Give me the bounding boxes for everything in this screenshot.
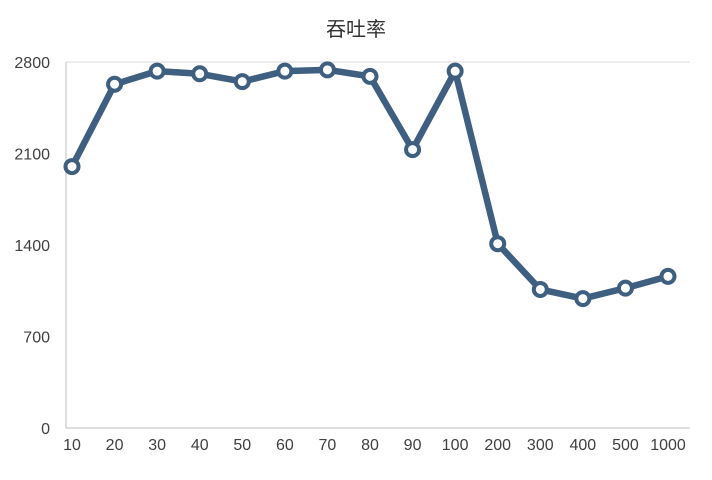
chart-line xyxy=(68,66,672,302)
x-axis-label: 90 xyxy=(404,437,422,454)
y-axis-label: 0 xyxy=(41,421,50,438)
chart-marker xyxy=(616,279,634,297)
plot-area: 0 700 1400 2100 2800 10 20 30 40 50 60 70 80 90 100 200… xyxy=(14,55,690,454)
chart-marker xyxy=(446,62,464,80)
y-axis-label: 2800 xyxy=(14,55,50,72)
x-axis-label: 20 xyxy=(106,437,124,454)
chart-marker xyxy=(361,67,379,85)
chart-marker xyxy=(63,158,81,176)
chart-marker xyxy=(531,280,549,298)
x-axis-label: 50 xyxy=(233,437,251,454)
chart-marker xyxy=(489,235,507,253)
chart-title: 吞吐率 xyxy=(326,18,386,41)
chart-marker xyxy=(276,62,294,80)
x-axis-label: 80 xyxy=(361,437,379,454)
y-axis-label: 700 xyxy=(23,330,50,347)
x-axis-label: 200 xyxy=(484,437,511,454)
x-axis-label: 100 xyxy=(442,437,469,454)
x-axis-label: 10 xyxy=(63,437,81,454)
chart-marker xyxy=(404,141,422,159)
chart-marker xyxy=(659,267,677,285)
chart-marker xyxy=(318,61,336,79)
y-axis-label: 1400 xyxy=(14,238,50,255)
chart-marker xyxy=(106,75,124,93)
x-axis-label: 400 xyxy=(570,437,597,454)
x-axis-label: 500 xyxy=(612,437,639,454)
chart-marker xyxy=(574,290,592,308)
x-axis-label: 1000 xyxy=(650,437,686,454)
x-axis-label: 300 xyxy=(527,437,554,454)
chart-marker xyxy=(233,73,251,91)
x-axis-label: 70 xyxy=(319,437,337,454)
x-axis-label: 60 xyxy=(276,437,294,454)
x-axis-label: 30 xyxy=(148,437,166,454)
chart-marker xyxy=(191,65,209,83)
y-axis-label: 2100 xyxy=(14,147,50,164)
x-axis-label: 40 xyxy=(191,437,209,454)
chart-marker xyxy=(148,62,166,80)
